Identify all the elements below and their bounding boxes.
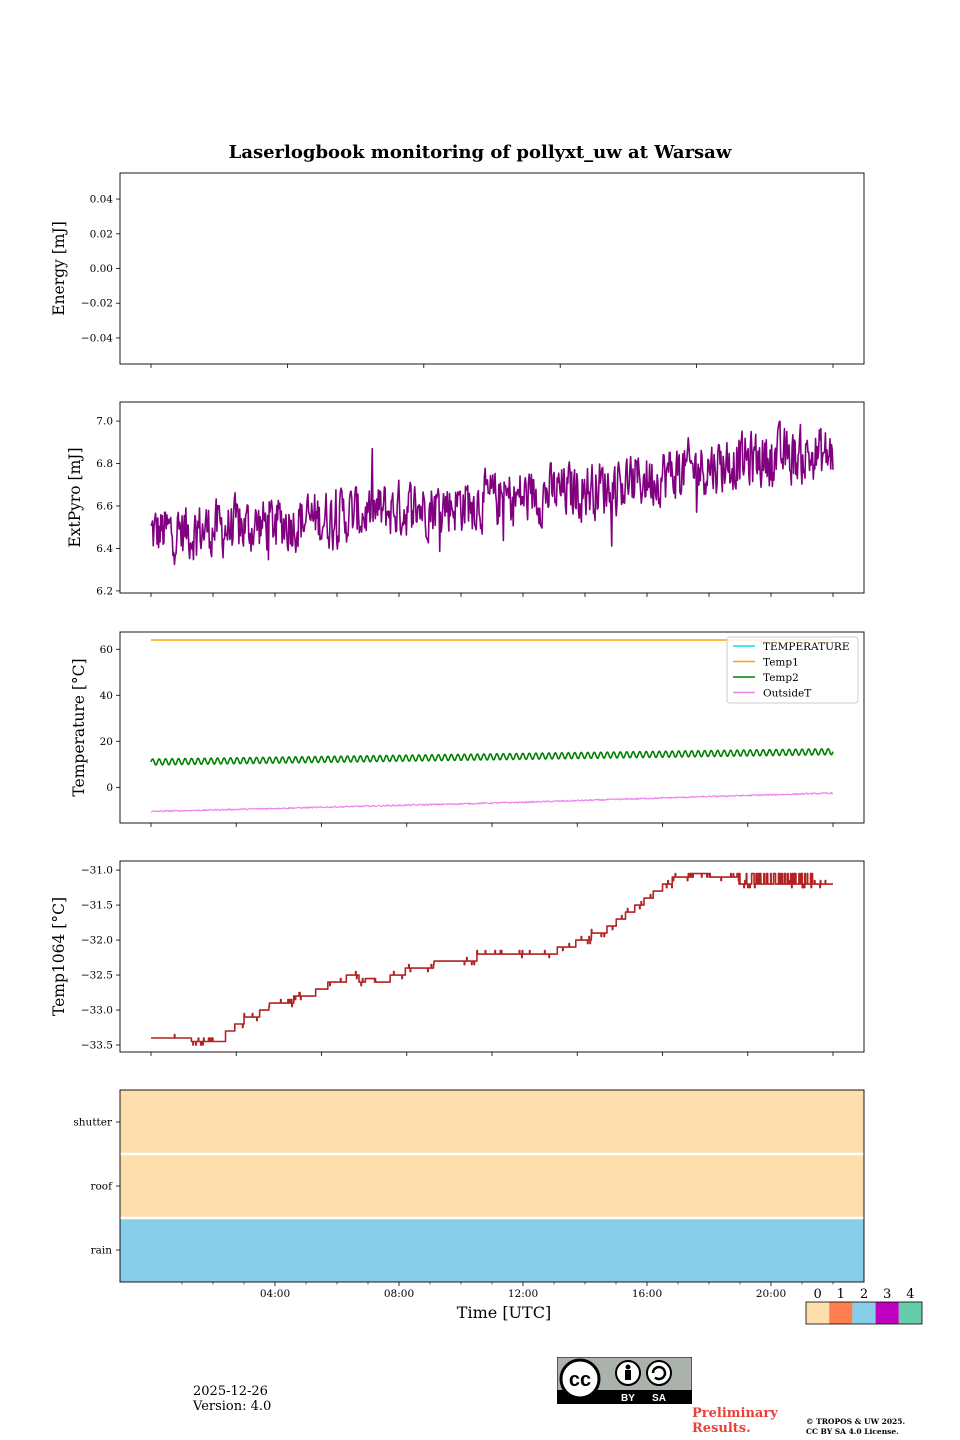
panel-energy: −0.04 −0.02 0.00 0.02 0.04 Energy [mJ]	[50, 172, 865, 368]
energy-ytick-label: 0.04	[90, 194, 114, 206]
energy-ytick-label: −0.02	[81, 298, 113, 310]
extpyro-axes-frame	[119, 401, 865, 594]
colorbar-label-3: 3	[883, 1287, 891, 1302]
temperature-ytick-label: 40	[100, 690, 113, 702]
x-axis-label: Time [UTC]	[457, 1303, 551, 1322]
legend-frame	[726, 636, 859, 704]
extpyro-ylabel: ExtPyro [mJ]	[66, 447, 84, 547]
energy-ytick-label: 0.00	[90, 263, 113, 275]
preliminary-note: Preliminary Results.	[692, 1406, 778, 1436]
copyright-line2: CC BY SA 4.0 License.	[806, 1427, 899, 1436]
panel-status: rain roof shutter 04:00 08:00 12:00 16:00 20:00…	[73, 1089, 923, 1325]
colorbar-swatch-3	[875, 1302, 899, 1324]
colorbar-label-1: 1	[837, 1287, 845, 1302]
energy-ytick-label: 0.02	[90, 228, 113, 240]
status-xtick-label: 08:00	[384, 1288, 414, 1300]
temp1064-series-group	[150, 872, 834, 1046]
extpyro-series-group	[150, 420, 834, 566]
status-row-shutter	[120, 1090, 864, 1154]
colorbar-frame	[805, 1301, 923, 1325]
temperature-ytick-label: 20	[100, 736, 113, 748]
status-xtick-label: 04:00	[260, 1288, 290, 1300]
chart-title: Laserlogbook monitoring of pollyxt_uw at…	[229, 142, 732, 163]
temp1064-line-temp1064	[150, 872, 834, 1046]
legend-label-temp2: Temp2	[763, 672, 799, 684]
status-xtick-label: 20:00	[756, 1288, 786, 1300]
preliminary-line1: Preliminary	[692, 1406, 778, 1421]
copyright-line1: © TROPOS & UW 2025.	[806, 1417, 906, 1426]
cc-by-label: BY	[621, 1393, 635, 1404]
temp1064-ylabel: Temp1064 [°C]	[50, 897, 68, 1016]
status-row-roof	[120, 1154, 864, 1218]
preliminary-line2: Results.	[692, 1421, 751, 1436]
energy-axes-frame	[119, 172, 865, 365]
temperature-ylabel: Temperature [°C]	[70, 658, 88, 796]
footer-version: Version: 4.0	[193, 1399, 272, 1414]
extpyro-ytick-label: 6.2	[96, 585, 113, 597]
energy-ytick-label: −0.04	[81, 332, 113, 344]
status-xtick-label: 12:00	[508, 1288, 538, 1300]
footer-date: 2025-12-26	[193, 1384, 268, 1399]
temp1064-ytick-label: −33.0	[81, 1005, 113, 1017]
colorbar-swatch-4	[898, 1302, 922, 1324]
temp1064-ytick-label: −31.5	[81, 900, 113, 912]
extpyro-ytick-label: 6.6	[96, 500, 113, 512]
temperature-legend: TEMPERATURE Temp1 Temp2 OutsideT	[726, 636, 859, 704]
legend-label-temperature: TEMPERATURE	[763, 641, 850, 653]
status-axes-frame	[119, 1089, 865, 1283]
status-row-label-shutter: shutter	[73, 1117, 113, 1129]
temperature-series-group	[150, 639, 834, 813]
extpyro-ytick-label: 7.0	[96, 416, 113, 428]
energy-ylabel: Energy [mJ]	[50, 221, 68, 316]
temperature-line-outsidet	[150, 791, 834, 813]
colorbar-swatch-1	[829, 1302, 853, 1324]
extpyro-ytick-label: 6.8	[96, 458, 113, 470]
temp1064-ytick-label: −32.0	[81, 935, 113, 947]
extpyro-ytick-label: 6.4	[96, 543, 113, 555]
status-xtick-label: 16:00	[632, 1288, 662, 1300]
colorbar-swatch-0	[806, 1302, 830, 1324]
temp1064-axes-frame	[119, 860, 865, 1053]
colorbar-label-2: 2	[860, 1287, 868, 1302]
extpyro-line-extpyro	[150, 420, 834, 566]
colorbar-swatch-2	[852, 1302, 876, 1324]
status-row-label-rain: rain	[91, 1245, 113, 1257]
cc-logo-icon	[559, 1358, 601, 1400]
cc-sa-label: SA	[652, 1393, 666, 1404]
temp1064-ytick-label: −32.5	[81, 970, 113, 982]
legend-label-outsidet: OutsideT	[763, 688, 811, 700]
colorbar-label-4: 4	[906, 1287, 914, 1302]
panel-extpyro: 6.2 6.4 6.6 6.8 7.0 ExtPyro [mJ]	[66, 401, 865, 597]
copyright-note: © TROPOS & UW 2025. CC BY SA 4.0 License…	[806, 1417, 905, 1437]
panel-temp1064: −33.5 −33.0 −32.5 −32.0 −31.5 −31.0 Temp1064 […	[50, 860, 865, 1056]
temp1064-ytick-label: −33.5	[81, 1040, 113, 1052]
status-row-label-roof: roof	[90, 1181, 113, 1193]
footer-date-block: 2025-12-26 Version: 4.0	[193, 1384, 271, 1414]
temperature-line-temp2	[150, 747, 834, 766]
cc-license-badge: cc BY SA	[557, 1357, 692, 1404]
temp1064-ytick-label: −31.0	[81, 865, 113, 877]
temperature-ytick-label: 60	[100, 644, 113, 656]
sa-sharealike-icon	[646, 1360, 672, 1386]
temperature-axes-frame	[119, 631, 865, 824]
legend-label-temp1: Temp1	[763, 657, 799, 669]
temperature-ytick-label: 0	[106, 782, 113, 794]
cc-logo-text: cc	[569, 1369, 591, 1391]
status-row-rain	[120, 1218, 864, 1282]
colorbar-label-0: 0	[813, 1287, 821, 1302]
